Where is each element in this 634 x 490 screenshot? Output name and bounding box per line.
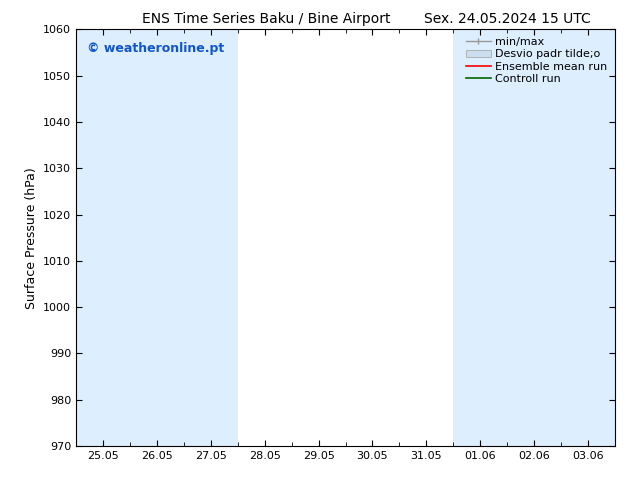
Bar: [76, 29, 130, 446]
Y-axis label: Surface Pressure (hPa): Surface Pressure (hPa): [25, 167, 37, 309]
Bar: [453, 29, 507, 446]
Text: Sex. 24.05.2024 15 UTC: Sex. 24.05.2024 15 UTC: [424, 12, 591, 26]
Bar: [130, 29, 184, 446]
Bar: [184, 29, 238, 446]
Bar: [561, 29, 615, 446]
Bar: [507, 29, 561, 446]
Text: © weatheronline.pt: © weatheronline.pt: [87, 42, 224, 55]
Legend: min/max, Desvio padr tilde;o, Ensemble mean run, Controll run: min/max, Desvio padr tilde;o, Ensemble m…: [464, 35, 609, 86]
Text: ENS Time Series Baku / Bine Airport: ENS Time Series Baku / Bine Airport: [142, 12, 391, 26]
